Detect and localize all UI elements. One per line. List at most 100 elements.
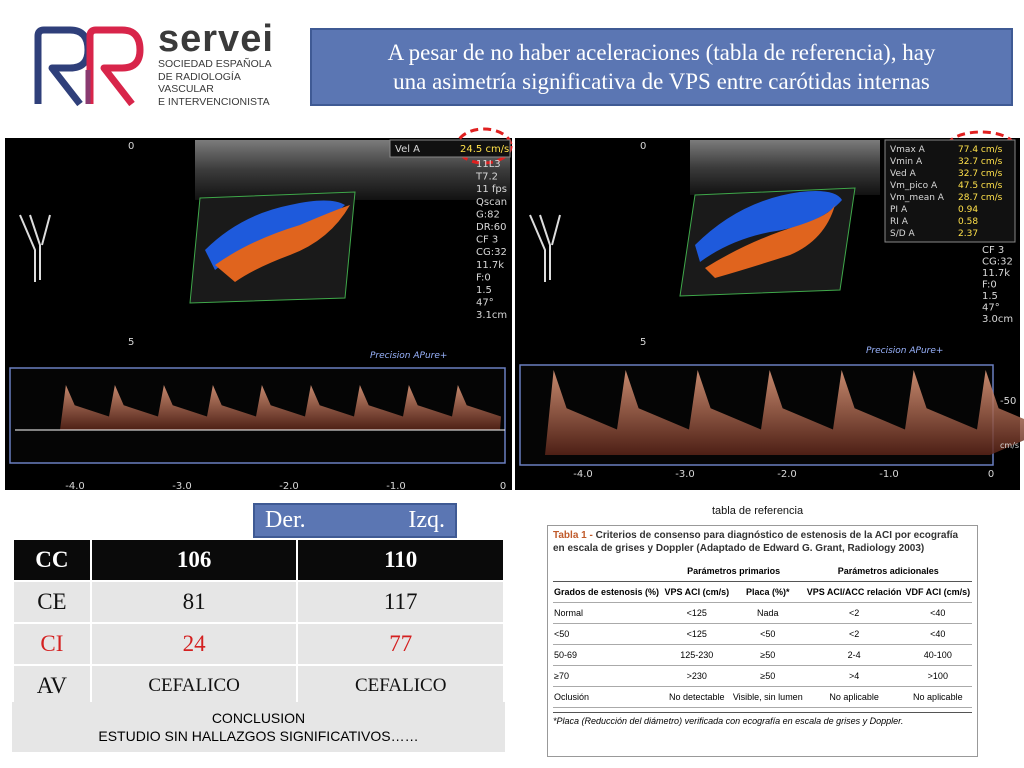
reference-row: ≥70 >230 ≥50 >4 >100 — [553, 665, 972, 687]
depth-mark: 5 — [128, 337, 134, 348]
color-flow — [695, 191, 842, 262]
setting: T7.2 — [475, 172, 498, 183]
measure-label: Ved A — [890, 169, 917, 179]
measure-label: Vmin A — [890, 157, 923, 167]
time-label: -2.0 — [279, 481, 299, 492]
measure-label: PI A — [890, 205, 908, 215]
measure-value: 0.94 — [958, 205, 978, 215]
reference-cell: No aplicable — [804, 686, 904, 708]
table-row: CI 24 77 — [12, 622, 505, 666]
setting: CG:32 — [982, 257, 1013, 268]
reference-title: Tabla 1 - Criterios de consenso para dia… — [553, 529, 972, 555]
table-cell: CC — [12, 538, 92, 582]
group-header: Parámetros primarios — [662, 561, 805, 582]
measure-label: Vmax A — [890, 145, 926, 155]
reference-cell: ≥50 — [730, 665, 805, 687]
setting: F:0 — [982, 280, 997, 291]
column-header: VDF ACI (cm/s) — [903, 581, 972, 603]
title-line: A pesar de no haber aceleraciones (tabla… — [387, 40, 936, 65]
table-cell: CEFALICO — [296, 664, 505, 708]
setting: 3.0cm — [982, 314, 1013, 325]
reference-cell: 50-69 — [553, 644, 663, 666]
time-label: 0 — [988, 469, 994, 480]
logo-line: SOCIEDAD ESPAÑOLA — [158, 58, 272, 70]
header-row: Grados de estenosis (%) VPS ACI (cm/s) Pla… — [553, 581, 972, 603]
vessel-icon — [19, 214, 51, 282]
setting: 3.1cm — [476, 310, 507, 321]
vessel-icon — [529, 214, 561, 282]
depth-mark: 0 — [128, 141, 134, 152]
measure-value: 32.7 cm/s — [958, 157, 1003, 167]
measure-label: Vm_mean A — [890, 193, 945, 203]
reference-row: <50 <125 <50 <2 <40 — [553, 623, 972, 645]
setting: 1.5 — [982, 291, 998, 302]
table-row: AV CEFALICO CEFALICO — [12, 664, 505, 708]
reference-cell: Visible, sin lumen — [730, 686, 805, 708]
measure-value: 47.5 cm/s — [958, 181, 1003, 191]
vel-value: 24.5 cm/s — [460, 144, 509, 155]
time-label: 0 — [500, 481, 506, 492]
measure-value: 32.7 cm/s — [958, 169, 1003, 179]
reference-cell: Oclusión — [553, 686, 663, 708]
reference-row: Normal <125 Nada <2 <40 — [553, 602, 972, 624]
setting: CF 3 — [982, 245, 1004, 256]
measure-value: 28.7 cm/s — [958, 193, 1003, 203]
column-header: Placa (%)* — [730, 581, 805, 603]
conclusion: CONCLUSION ESTUDIO SIN HALLAZGOS SIGNIFIC… — [12, 702, 505, 752]
reference-cell: ≥50 — [730, 644, 805, 666]
reference-cell: <125 — [662, 602, 731, 624]
scale-label: -50 — [1000, 396, 1016, 407]
table-row: CC 106 110 — [12, 538, 505, 582]
setting: Qscan — [476, 197, 507, 208]
setting: DR:60 — [476, 222, 506, 233]
reference-cell: <40 — [903, 602, 972, 624]
table-cell: CE — [12, 580, 92, 624]
table-cell: CI — [12, 622, 92, 666]
tissue — [690, 140, 880, 195]
title-line: una asimetría significativa de VPS entre… — [393, 69, 930, 94]
reference-cell: No aplicable — [903, 686, 972, 708]
reference-cell: 40-100 — [903, 644, 972, 666]
reference-row: 50-69 125-230 ≥50 2-4 40-100 — [553, 644, 972, 666]
color-flow — [705, 205, 835, 278]
reference-caption: tabla de referencia — [712, 505, 804, 517]
reference-title-lead: Tabla 1 - — [553, 530, 596, 541]
reference-cell: <40 — [903, 623, 972, 645]
reference-cell: <2 — [804, 602, 904, 624]
measure-value: 77.4 cm/s — [958, 145, 1003, 155]
time-label: -3.0 — [675, 469, 695, 480]
setting: 1.5 — [476, 285, 492, 296]
setting: 11L3 — [476, 159, 501, 170]
vel-label: Vel A — [395, 144, 420, 155]
setting: 11.7k — [982, 268, 1010, 279]
conclusion-line: CONCLUSION — [211, 710, 306, 726]
reference-cell: <50 — [553, 623, 663, 645]
setting: 11 fps — [476, 184, 507, 195]
logo-line: E INTERVENCIONISTA — [158, 95, 270, 108]
conclusion-line: ESTUDIO SIN HALLAZGOS SIGNIFICATIVOS…… — [98, 728, 419, 744]
reference-grid: Parámetros primarios Parámetros adicional… — [553, 561, 972, 708]
table-row: CE 81 117 — [12, 580, 505, 624]
reference-title-text: Criterios de consenso para diagnóstico d… — [553, 530, 959, 554]
table-cell: 77 — [296, 622, 505, 666]
logo-text: SOCIEDAD ESPAÑOLA DE RADIOLOGÍA VASCULAR E … — [158, 58, 272, 108]
reference-cell: No detectable — [662, 686, 731, 708]
measure-label: S/D A — [890, 229, 916, 239]
table-cell: 110 — [296, 538, 505, 582]
reference-cell: ≥70 — [553, 665, 663, 687]
comparison-table: CC 106 110 CE 81 117 CI 24 77 AV CEFALICO CEFALICO — [12, 538, 505, 708]
reference-cell: Nada — [730, 602, 805, 624]
table-cell: AV — [12, 664, 92, 708]
color-flow — [215, 205, 350, 282]
blank-cell — [553, 561, 663, 582]
time-label: -1.0 — [879, 469, 899, 480]
column-header: Grados de estenosis (%) — [553, 581, 663, 603]
time-label: -4.0 — [573, 469, 593, 480]
measure-value: 2.37 — [958, 229, 978, 239]
time-label: -4.0 — [65, 481, 85, 492]
measure-label: RI A — [890, 217, 909, 227]
brand: Precision APure+ — [370, 351, 447, 361]
column-name: Der. — [265, 507, 306, 533]
